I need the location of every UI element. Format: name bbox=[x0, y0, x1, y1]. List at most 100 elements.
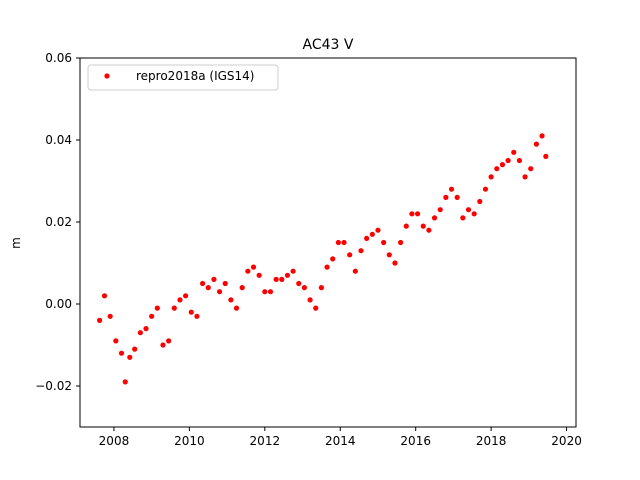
x-axis: 2008 2010 2012 2014 2016 2018 2020 bbox=[99, 427, 582, 448]
data-point bbox=[352, 268, 358, 274]
data-point bbox=[127, 354, 133, 360]
data-point bbox=[318, 285, 324, 291]
data-point bbox=[307, 297, 313, 303]
data-point bbox=[494, 166, 500, 172]
data-point bbox=[149, 313, 155, 319]
data-point bbox=[426, 227, 432, 233]
data-point bbox=[522, 174, 528, 180]
data-point bbox=[488, 174, 494, 180]
data-point bbox=[250, 264, 257, 270]
data-point bbox=[528, 166, 534, 172]
data-point bbox=[301, 285, 308, 291]
x-tick-label: 2020 bbox=[551, 434, 582, 448]
data-point bbox=[267, 289, 274, 295]
data-point bbox=[290, 268, 296, 274]
data-point bbox=[313, 305, 319, 311]
data-point bbox=[335, 239, 341, 246]
y-tick-label: −0.02 bbox=[35, 379, 72, 393]
x-tick-label: 2014 bbox=[325, 434, 356, 448]
data-point bbox=[245, 268, 251, 274]
legend: repro2018a (IGS14) bbox=[87, 64, 279, 91]
data-point bbox=[420, 223, 426, 229]
chart-title: AC43 V bbox=[303, 37, 354, 53]
data-point bbox=[499, 162, 506, 168]
legend-box bbox=[87, 64, 279, 91]
data-point bbox=[228, 297, 234, 303]
data-point bbox=[132, 346, 138, 352]
data-point bbox=[137, 330, 143, 336]
data-point bbox=[539, 133, 545, 139]
y-tick-label: 0.02 bbox=[45, 215, 72, 229]
points-layer bbox=[97, 133, 549, 385]
data-point bbox=[296, 280, 302, 287]
data-point bbox=[284, 272, 291, 278]
data-point bbox=[171, 305, 177, 311]
data-point bbox=[183, 293, 189, 299]
legend-label: repro2018a (IGS14) bbox=[136, 69, 254, 83]
data-point bbox=[194, 313, 200, 319]
data-point bbox=[160, 342, 166, 348]
data-point bbox=[177, 297, 183, 303]
data-point bbox=[211, 276, 217, 282]
data-point bbox=[107, 313, 113, 319]
data-point bbox=[216, 289, 223, 295]
data-point bbox=[437, 207, 443, 213]
data-point bbox=[516, 157, 523, 164]
data-point bbox=[477, 198, 483, 205]
data-point bbox=[465, 207, 472, 213]
data-point bbox=[262, 289, 268, 295]
data-point bbox=[386, 252, 392, 258]
y-tick-label: 0.00 bbox=[45, 297, 72, 311]
data-point bbox=[505, 157, 511, 164]
data-point bbox=[398, 239, 404, 246]
data-point bbox=[113, 338, 119, 344]
data-point bbox=[239, 285, 245, 291]
data-point bbox=[443, 194, 449, 200]
y-axis: −0.02 0.00 0.02 0.04 0.06 bbox=[35, 51, 80, 393]
data-point bbox=[460, 215, 466, 221]
y-tick-label: 0.04 bbox=[45, 133, 72, 147]
data-point bbox=[222, 280, 228, 287]
x-tick-label: 2012 bbox=[250, 434, 281, 448]
data-point bbox=[330, 256, 336, 262]
data-point bbox=[97, 317, 103, 323]
data-point bbox=[122, 379, 128, 385]
data-point bbox=[154, 305, 160, 311]
data-point bbox=[279, 276, 285, 282]
data-point bbox=[533, 141, 540, 147]
data-point bbox=[431, 215, 438, 221]
data-point bbox=[364, 235, 370, 241]
data-point bbox=[369, 231, 375, 237]
data-point bbox=[511, 149, 517, 155]
data-point bbox=[347, 252, 353, 258]
data-point bbox=[454, 194, 460, 200]
data-point bbox=[482, 186, 489, 192]
data-point bbox=[403, 223, 409, 229]
y-tick-label: 0.06 bbox=[45, 51, 72, 65]
data-point bbox=[358, 248, 364, 254]
data-point bbox=[392, 260, 398, 266]
data-point bbox=[471, 211, 477, 217]
data-point bbox=[381, 239, 387, 246]
x-tick-label: 2008 bbox=[99, 434, 130, 448]
data-point bbox=[143, 326, 149, 332]
data-point bbox=[256, 272, 262, 278]
data-point bbox=[233, 305, 240, 311]
data-point bbox=[375, 227, 381, 233]
data-point bbox=[199, 280, 206, 287]
x-tick-label: 2016 bbox=[400, 434, 431, 448]
data-point bbox=[414, 211, 421, 217]
data-point bbox=[118, 350, 125, 356]
data-point bbox=[324, 264, 330, 270]
data-point bbox=[448, 186, 455, 192]
data-point bbox=[188, 309, 194, 315]
data-point bbox=[166, 338, 172, 344]
data-point bbox=[273, 276, 279, 282]
x-tick-label: 2010 bbox=[174, 434, 205, 448]
legend-marker bbox=[104, 73, 110, 79]
data-point bbox=[341, 239, 347, 246]
data-point bbox=[543, 153, 549, 159]
data-point bbox=[101, 293, 108, 299]
data-point bbox=[205, 285, 211, 291]
x-tick-label: 2018 bbox=[476, 434, 507, 448]
